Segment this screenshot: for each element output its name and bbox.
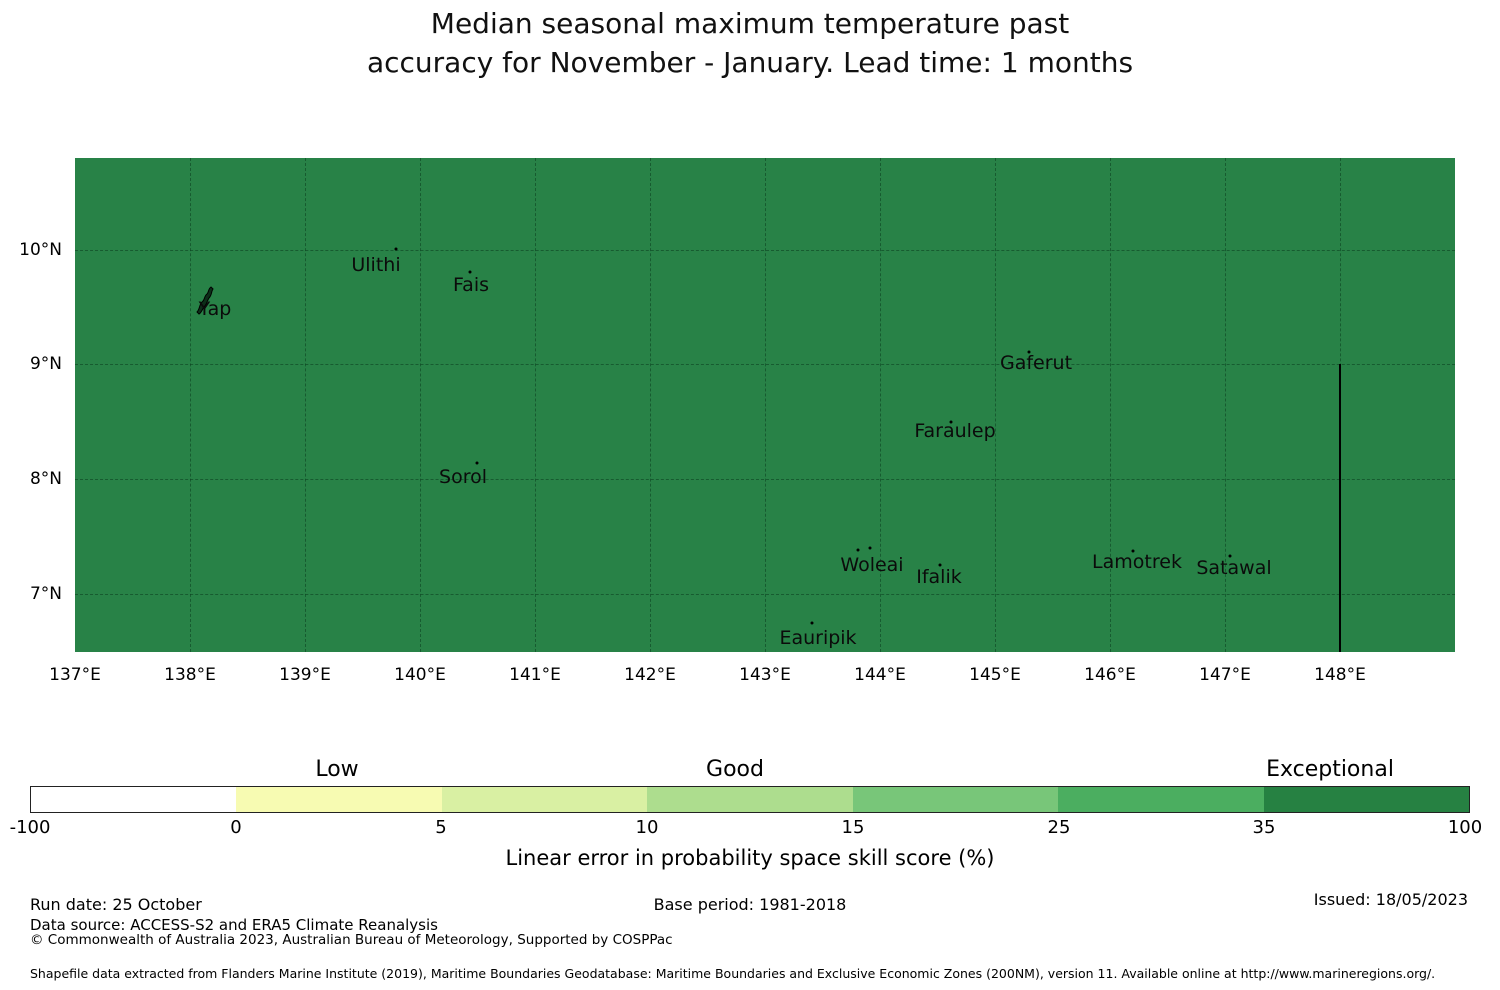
x-axis-tick-145e: 145°E (969, 665, 1021, 685)
colorbar-tick-10: 10 (635, 817, 659, 838)
colorbar-tick-5: 5 (435, 817, 447, 838)
y-axis-tick-9n: 9°N (29, 354, 62, 374)
gridline-7n (75, 594, 1455, 595)
gridline-143e (765, 158, 766, 652)
colorbar-tick-neg100: -100 (9, 817, 51, 838)
map-canvas: Yap Ulithi Fais Sorol Gaferut Faraulep W… (75, 158, 1455, 652)
y-axis-tick-10n: 10°N (19, 240, 62, 260)
island-marker-dot (468, 270, 472, 274)
gridline-9n (75, 364, 1455, 365)
island-marker-dot (810, 621, 814, 625)
x-axis-tick-144e: 144°E (854, 665, 906, 685)
island-marker-dot (394, 247, 398, 251)
gridline-144e (880, 158, 881, 652)
x-axis-tick-138e: 138°E (164, 665, 216, 685)
x-axis-tick-137e: 137°E (49, 665, 101, 685)
colorbar (30, 786, 1470, 813)
island-label: Lamotrek (1092, 551, 1182, 573)
colorbar-segment-10-15 (647, 787, 853, 812)
island-label: Ulithi (351, 254, 401, 276)
maritime-boundary-line (1339, 364, 1341, 652)
island-marker-dot (475, 461, 479, 465)
colorbar-tick-0: 0 (230, 817, 242, 838)
x-axis-tick-147e: 147°E (1199, 665, 1251, 685)
copyright-text: © Commonwealth of Australia 2023, Austra… (30, 932, 673, 948)
island-label: Ifalik (916, 566, 962, 588)
gridline-145e (995, 158, 996, 652)
base-period-text: Base period: 1981-2018 (653, 895, 847, 914)
colorbar-tick-15: 15 (841, 817, 865, 838)
colorbar-axis-label: Linear error in probability space skill … (505, 846, 995, 870)
island-label: Sorol (439, 466, 487, 488)
title-line-2: accuracy for November - January. Lead ti… (366, 46, 1134, 79)
colorbar-segment-15-25 (852, 787, 1059, 812)
gridline-138e (190, 158, 191, 652)
colorbar-tick-35: 35 (1252, 817, 1276, 838)
title-line-1: Median seasonal maximum temperature past (430, 7, 1070, 40)
colorbar-segment-0-5 (236, 787, 442, 812)
y-axis-tick-7n: 7°N (29, 584, 62, 604)
colorbar-category-exceptional: Exceptional (1266, 757, 1394, 782)
y-axis-tick-8n: 8°N (29, 469, 62, 489)
colorbar-segment-5-10 (441, 787, 648, 812)
gridline-146e (1110, 158, 1111, 652)
x-axis-tick-143e: 143°E (739, 665, 791, 685)
island-label: Fais (452, 274, 490, 296)
island-marker-dot (949, 420, 953, 424)
colorbar-segment-25-35 (1058, 787, 1264, 812)
gridline-141e (535, 158, 536, 652)
island-label: Gaferut (999, 352, 1073, 374)
colorbar-tick-100: 100 (1447, 817, 1483, 838)
colorbar-segment-35-100 (1263, 787, 1469, 812)
island-label: Faraulep (914, 420, 996, 442)
gridline-140e (420, 158, 421, 652)
page-title: Median seasonal maximum temperature past… (0, 4, 1500, 82)
x-axis-tick-142e: 142°E (624, 665, 676, 685)
gridline-139e (305, 158, 306, 652)
island-label: Eauripik (779, 627, 857, 649)
gridline-147e (1225, 158, 1226, 652)
island-label: Satawal (1196, 557, 1272, 579)
island-marker-dot (1027, 350, 1031, 354)
gridline-142e (650, 158, 651, 652)
island-label: Yap (198, 298, 232, 320)
colorbar-tick-25: 25 (1047, 817, 1071, 838)
gridline-10n (75, 250, 1455, 251)
run-date-text: Run date: 25 October (30, 895, 202, 914)
x-axis-tick-148e: 148°E (1314, 665, 1366, 685)
island-marker-dot (1131, 549, 1135, 553)
island-marker-dot (1228, 554, 1232, 558)
data-source-text: Data source: ACCESS-S2 and ERA5 Climate … (30, 916, 438, 934)
island-label: Woleai (840, 554, 904, 576)
yap-island-shape (196, 286, 214, 315)
island-marker-dot (868, 546, 872, 550)
colorbar-category-low: Low (315, 757, 359, 782)
x-axis-tick-141e: 141°E (509, 665, 561, 685)
shapefile-note: Shapefile data extracted from Flanders M… (30, 966, 1436, 981)
x-axis-tick-139e: 139°E (279, 665, 331, 685)
island-marker-dot (856, 548, 860, 552)
colorbar-category-good: Good (706, 757, 764, 782)
gridline-8n (75, 479, 1455, 480)
island-marker-dot (938, 563, 942, 567)
issued-date-text: Issued: 18/05/2023 (1313, 890, 1468, 909)
x-axis-tick-146e: 146°E (1084, 665, 1136, 685)
colorbar-segment-neg100-0 (31, 787, 237, 812)
x-axis-tick-140e: 140°E (394, 665, 446, 685)
